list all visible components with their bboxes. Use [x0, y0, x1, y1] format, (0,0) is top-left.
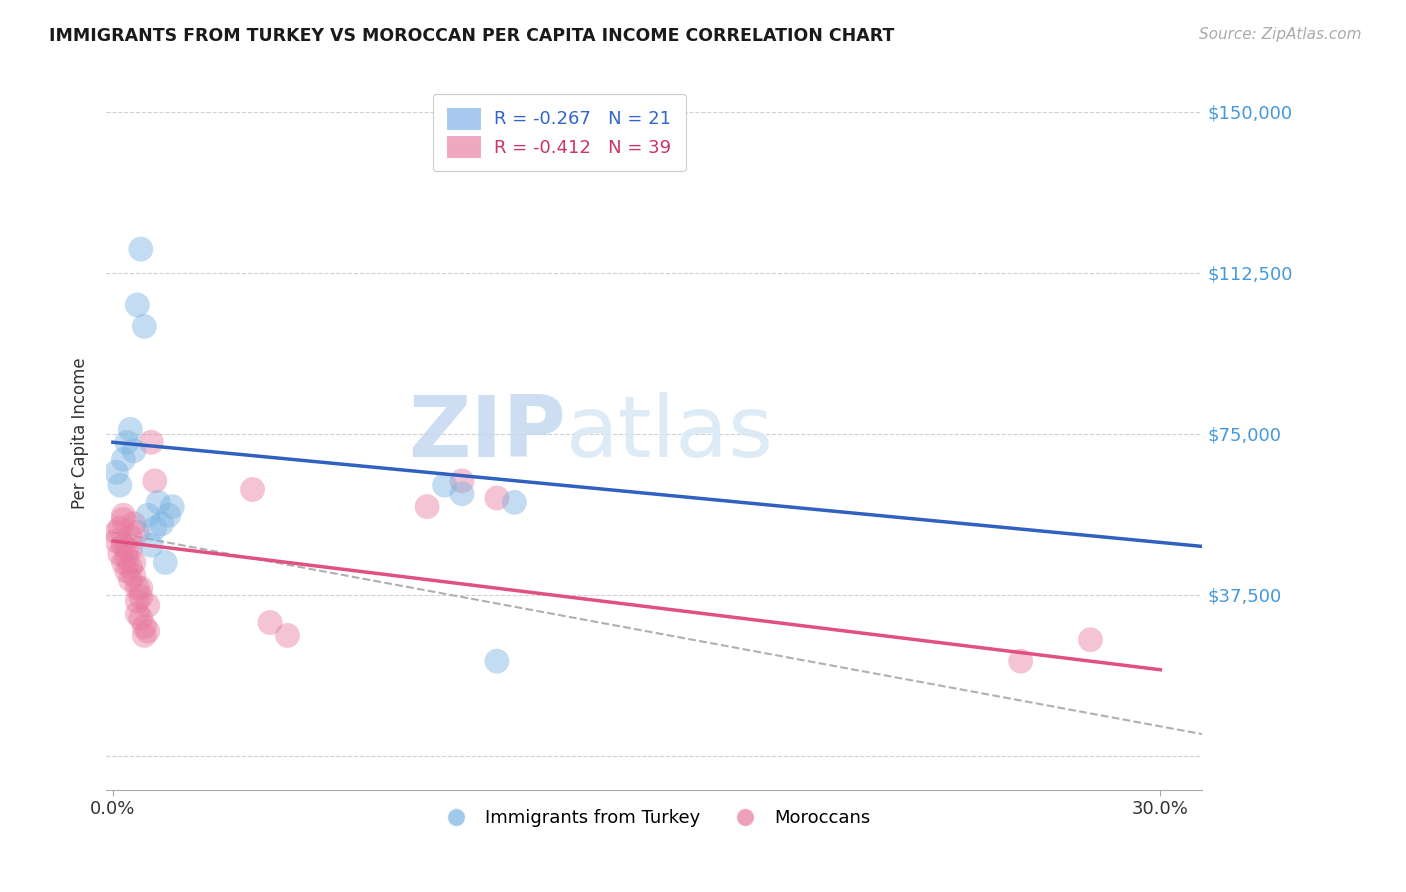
Point: [115, 564, 138, 578]
Point: [416, 500, 439, 514]
Point: [157, 508, 180, 523]
Point: [134, 620, 156, 634]
Point: [143, 474, 166, 488]
Point: [127, 594, 149, 608]
Point: [112, 538, 135, 552]
Point: [129, 242, 152, 256]
Point: [122, 556, 145, 570]
Point: [141, 538, 163, 552]
Point: [115, 542, 138, 557]
Y-axis label: Per Capita Income: Per Capita Income: [72, 358, 89, 509]
Point: [433, 478, 456, 492]
Point: [148, 495, 170, 509]
Point: [129, 581, 152, 595]
Point: [115, 551, 138, 566]
Point: [105, 465, 128, 479]
Text: IMMIGRANTS FROM TURKEY VS MOROCCAN PER CAPITA INCOME CORRELATION CHART: IMMIGRANTS FROM TURKEY VS MOROCCAN PER C…: [49, 27, 894, 45]
Point: [129, 611, 152, 625]
Point: [108, 547, 131, 561]
Point: [136, 599, 159, 613]
Point: [120, 559, 142, 574]
Point: [120, 422, 142, 436]
Point: [451, 474, 474, 488]
Point: [1080, 632, 1102, 647]
Point: [112, 452, 135, 467]
Point: [122, 516, 145, 531]
Point: [485, 491, 508, 505]
Text: ZIP: ZIP: [409, 392, 567, 475]
Point: [136, 508, 159, 523]
Point: [127, 607, 149, 621]
Point: [136, 624, 159, 639]
Point: [120, 573, 142, 587]
Point: [1010, 654, 1032, 668]
Point: [122, 568, 145, 582]
Point: [112, 556, 135, 570]
Point: [155, 556, 177, 570]
Point: [122, 443, 145, 458]
Point: [127, 298, 149, 312]
Point: [150, 516, 173, 531]
Text: Source: ZipAtlas.com: Source: ZipAtlas.com: [1198, 27, 1361, 42]
Point: [127, 581, 149, 595]
Point: [112, 512, 135, 526]
Point: [129, 590, 152, 604]
Point: [485, 654, 508, 668]
Point: [143, 521, 166, 535]
Text: atlas: atlas: [567, 392, 775, 475]
Point: [503, 495, 526, 509]
Point: [105, 525, 128, 540]
Point: [112, 508, 135, 523]
Point: [127, 525, 149, 540]
Point: [105, 533, 128, 548]
Point: [141, 435, 163, 450]
Point: [108, 521, 131, 535]
Point: [115, 435, 138, 450]
Point: [108, 478, 131, 492]
Point: [259, 615, 281, 630]
Point: [134, 628, 156, 642]
Point: [134, 319, 156, 334]
Point: [242, 483, 264, 497]
Point: [120, 542, 142, 557]
Point: [451, 487, 474, 501]
Legend: Immigrants from Turkey, Moroccans: Immigrants from Turkey, Moroccans: [430, 802, 877, 834]
Point: [162, 500, 184, 514]
Point: [276, 628, 298, 642]
Point: [120, 530, 142, 544]
